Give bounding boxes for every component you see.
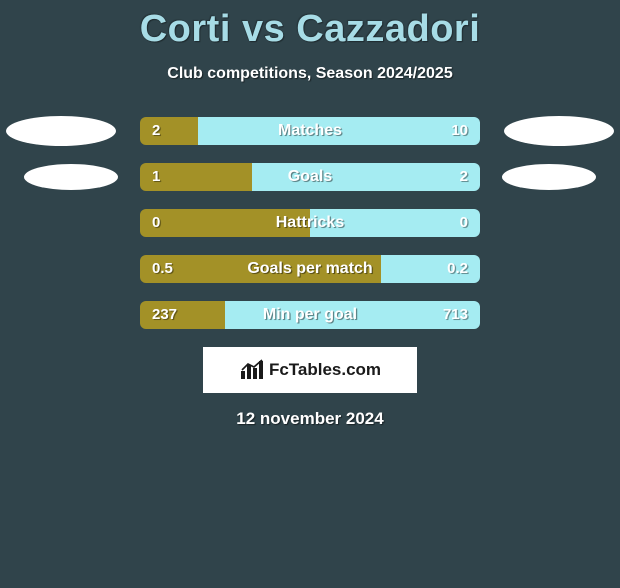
snapshot-date: 12 november 2024 bbox=[0, 409, 620, 429]
player-left-badge bbox=[6, 116, 116, 146]
bar-right bbox=[225, 301, 480, 329]
stat-row: 0 0 Hattricks bbox=[0, 209, 620, 239]
stat-row: 2 10 Matches bbox=[0, 117, 620, 147]
stat-value-left: 237 bbox=[152, 301, 177, 329]
player-left-badge bbox=[24, 164, 118, 190]
brand-link[interactable]: FcTables.com bbox=[203, 347, 417, 393]
stat-row: 0.5 0.2 Goals per match bbox=[0, 255, 620, 285]
page-title: Corti vs Cazzadori bbox=[0, 8, 620, 51]
stat-value-right: 2 bbox=[460, 163, 468, 191]
stat-value-left: 0 bbox=[152, 209, 160, 237]
stat-value-right: 10 bbox=[451, 117, 468, 145]
player-right-badge bbox=[502, 164, 596, 190]
bar-track bbox=[140, 163, 480, 191]
bar-track bbox=[140, 255, 480, 283]
bar-track bbox=[140, 209, 480, 237]
player-right-badge bbox=[504, 116, 614, 146]
bar-track bbox=[140, 301, 480, 329]
bar-right bbox=[310, 209, 480, 237]
bar-left bbox=[140, 117, 198, 145]
stat-value-left: 1 bbox=[152, 163, 160, 191]
stat-value-left: 0.5 bbox=[152, 255, 173, 283]
subtitle: Club competitions, Season 2024/2025 bbox=[0, 65, 620, 83]
stat-value-left: 2 bbox=[152, 117, 160, 145]
stat-value-right: 0.2 bbox=[447, 255, 468, 283]
stat-row: 1 2 Goals bbox=[0, 163, 620, 193]
bar-right bbox=[198, 117, 480, 145]
comparison-chart: 2 10 Matches 1 2 Goals 0 0 Hattricks 0.5… bbox=[0, 117, 620, 331]
stat-row: 237 713 Min per goal bbox=[0, 301, 620, 331]
brand-text: FcTables.com bbox=[269, 360, 381, 380]
bar-left bbox=[140, 255, 381, 283]
stat-value-right: 713 bbox=[443, 301, 468, 329]
bar-left bbox=[140, 209, 310, 237]
bar-track bbox=[140, 117, 480, 145]
brand-chart-icon bbox=[239, 359, 265, 381]
bar-right bbox=[252, 163, 480, 191]
stat-value-right: 0 bbox=[460, 209, 468, 237]
